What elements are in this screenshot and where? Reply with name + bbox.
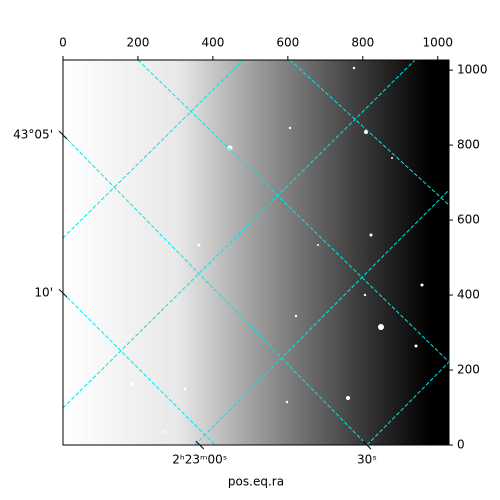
- dec-tick: [58, 288, 68, 298]
- y-tick-label: 1000: [457, 63, 488, 77]
- x-tick-label: 1000: [422, 36, 453, 50]
- ra-tick: [195, 440, 205, 450]
- plot-frame: [62, 59, 450, 446]
- y-tick-label: 800: [457, 138, 480, 152]
- grid-line: [366, 361, 449, 445]
- y-tick-label: 0: [457, 438, 465, 452]
- grid-line: [63, 60, 244, 239]
- x-tick-label: 400: [201, 36, 224, 50]
- x-tick-label: 800: [351, 36, 374, 50]
- x-axis-label: pos.eq.ra: [228, 475, 284, 489]
- y-tick-label: 600: [457, 213, 480, 227]
- dec-tick-label: 43°05': [13, 127, 53, 141]
- sky-image: [63, 60, 449, 445]
- grid-line: [63, 134, 368, 445]
- dec-tick: [58, 130, 68, 140]
- dec-tick-label: 10': [34, 286, 53, 300]
- y-tick-label: 200: [457, 363, 480, 377]
- grid-line: [137, 60, 449, 363]
- ra-tick-label: 30ˢ: [357, 453, 377, 467]
- y-tick-label: 400: [457, 288, 480, 302]
- x-tick-label: 600: [276, 36, 299, 50]
- ra-tick-label: 2ʰ23ᵐ00ˢ: [172, 453, 227, 467]
- x-tick-label: 0: [59, 36, 67, 50]
- x-tick-label: 200: [126, 36, 149, 50]
- coordinate-grid: [63, 60, 449, 445]
- ra-tick: [362, 440, 372, 450]
- grid-line: [63, 60, 416, 409]
